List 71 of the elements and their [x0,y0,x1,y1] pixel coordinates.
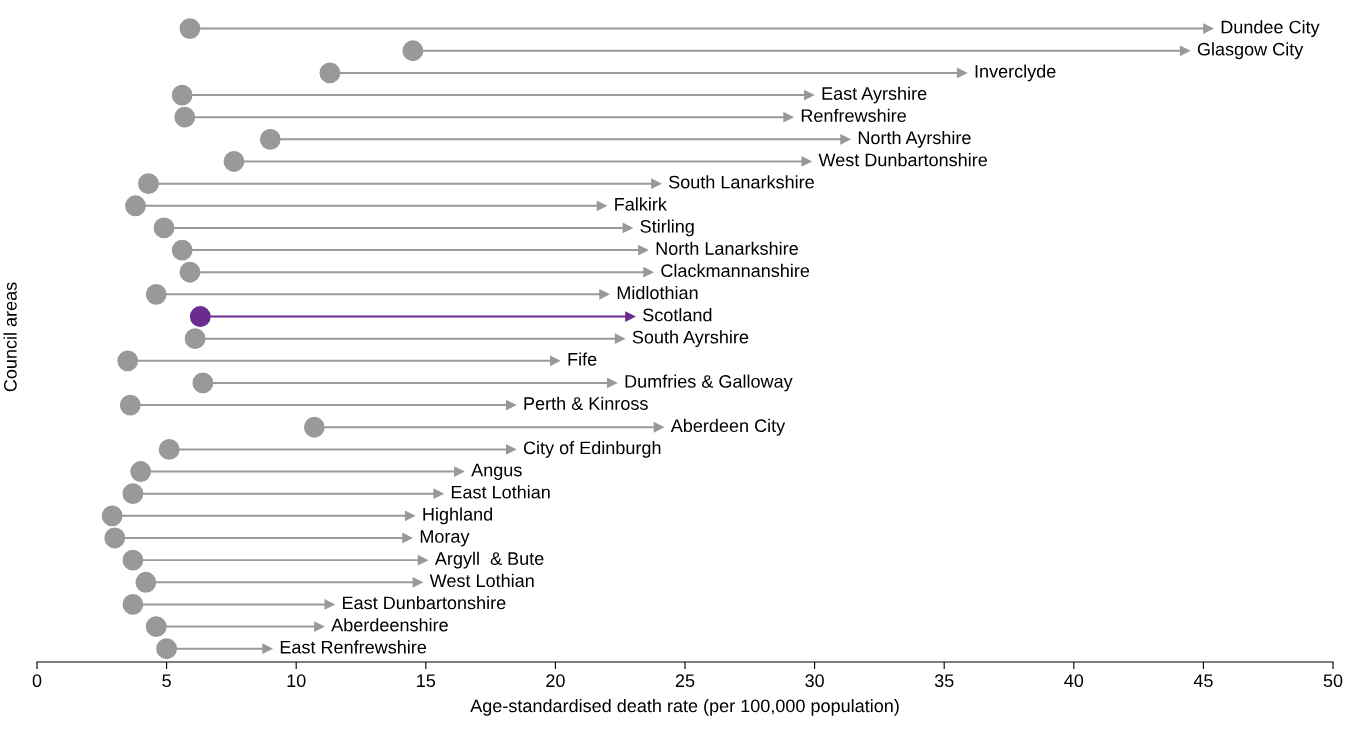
point [130,461,152,482]
point [122,549,144,571]
point [145,616,167,637]
x-tick-label: 30 [805,674,824,688]
point [122,594,144,615]
x-tick-label: 15 [417,674,436,688]
point [145,283,167,305]
point [189,306,211,327]
y-tick-label: Angus [471,463,522,480]
point [171,239,193,261]
x-tick-label: 50 [1323,674,1343,688]
y-tick-label: Aberdeen City [670,418,786,436]
point [259,128,281,150]
point [156,638,178,660]
y-tick-label: Falkirk [615,197,667,211]
y-tick-label: East Renfrewshire [280,640,427,654]
point [117,350,139,372]
y-tick-label: Glasgow City [1197,42,1304,60]
y-tick-label: City of Edinburgh [523,440,661,458]
point [125,195,146,217]
y-tick-label: Inverclyde [975,64,1056,82]
y-tick-label: North Ayrshire [858,130,971,148]
y-tick-label: Stirling [640,219,694,237]
y-tick-label: South Lanarkshire [668,175,814,189]
y-tick-label: East Dunbartonshire [343,596,506,610]
y-tick-label: Dundee City [1221,20,1320,38]
point [158,438,180,460]
y-tick-label: South Ayrshire [632,330,749,348]
point [138,173,159,195]
x-tick-label: 25 [675,674,695,688]
y-tick-label: West Dunbartonshire [818,153,987,167]
x-tick-label: 35 [934,674,954,688]
point [319,62,341,84]
y-tick-label: Argyll & Bute [434,551,544,569]
point [135,571,157,593]
y-tick-label: West Lothian [429,573,534,588]
y-tick-label: Highland [423,507,493,525]
point [119,394,141,416]
point [179,18,201,40]
y-tick-label: Moray [420,530,470,547]
y-tick-label: Aberdeenshire [331,618,448,632]
x-tick-label: 45 [1193,674,1213,688]
y-tick-label: Fife [568,352,597,366]
point [153,217,175,239]
y-tick-label: Clackmannanshire [661,263,810,278]
point [122,483,144,505]
y-tick-label: Perth & Kinross [524,396,648,410]
point [101,505,123,527]
x-tick-label: 10 [287,674,306,688]
point [303,416,325,438]
point [179,261,201,283]
point [104,527,126,549]
x-tick-label: 5 [162,674,171,688]
point [192,372,214,394]
y-tick-label: Scotland [643,308,712,322]
x-tick-label: 0 [32,674,42,688]
y-tick-label: Renfrewshire [801,108,906,123]
point [223,151,245,172]
y-tick-label: East Ayrshire [822,86,927,104]
point [402,40,424,62]
point [184,328,206,350]
point [171,84,193,106]
y-tick-label: Dumfries & Galloway [625,374,793,392]
y-tick-label: Midlothian [617,285,698,300]
y-tick-label: East Lothian [451,485,550,499]
point [174,106,196,128]
y-tick-label: North Lanarkshire [656,241,798,255]
y-axis-title: Council areas [3,282,17,392]
x-tick-label: 20 [546,674,565,688]
x-tick-label: 40 [1064,674,1084,688]
x-axis-title: Age-standardised death rate (per 100,000 population) [470,698,899,716]
